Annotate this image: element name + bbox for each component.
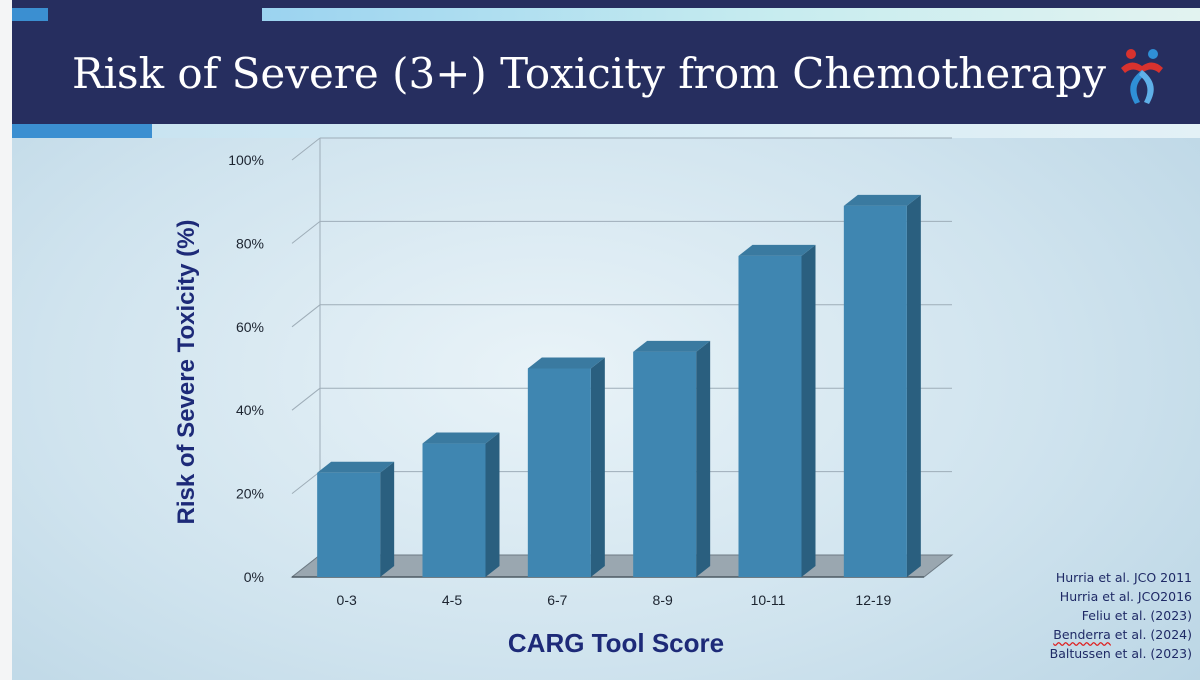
x-tick-label: 10-11 [751,592,786,608]
bar-front [422,443,486,577]
x-axis-ticks: 0-3 4-5 6-7 8-9 10-11 12-19 [337,592,892,608]
x-tick-label: 8-9 [653,592,673,608]
bar-side [485,432,500,577]
bar [738,244,816,577]
bar-front [738,255,802,577]
x-tick-label: 12-19 [855,592,891,608]
bar-front [527,368,591,577]
y-tick-label: 80% [236,235,264,251]
slide-title: Risk of Severe (3+) Toxicity from Chemot… [72,49,1106,98]
bar-side [801,244,816,577]
bar [527,357,605,577]
ribbon-people-logo-icon [1121,49,1163,104]
gridline-depth [291,137,321,161]
bar-side [906,194,921,577]
bar-top [317,461,395,473]
gridline-depth [291,471,321,494]
bar-side [590,357,605,577]
bar [843,194,921,577]
bar [633,340,711,577]
bar-top [738,244,816,256]
bar-side [380,461,395,577]
spellcheck-word: Benderra [1053,627,1111,642]
y-axis-ticks: 0% 20% 40% 60% 80% 100% [228,152,264,585]
bar-top [422,432,500,444]
accent-strip-lower [152,124,1200,138]
reference-item: Baltussen et al. (2023) [1049,646,1192,661]
accent-stripe-left [12,8,48,21]
slide: Risk of Severe (3+) Toxicity from Chemot… [12,0,1200,680]
gridline-depth [291,221,321,244]
x-axis-title: CARG Tool Score [508,628,724,658]
x-tick-label: 4-5 [442,592,462,608]
bar-top [527,357,605,369]
bar-chart: 0% 20% 40% 60% 80% 100% 0-3 4-5 6-7 8-9 10-11 12-1… [173,137,954,658]
bar-side [696,340,711,577]
bar-top [843,194,921,206]
y-tick-label: 60% [236,319,264,335]
x-tick-label: 6-7 [547,592,567,608]
y-axis-title: Risk of Severe Toxicity (%) [173,220,200,525]
reference-item: Hurria et al. JCO2016 [1059,589,1192,604]
reference-item: Benderra et al. (2024) [1053,627,1192,642]
y-tick-label: 100% [228,152,264,168]
bar-front [633,351,697,577]
y-tick-label: 20% [236,486,264,502]
chart-bars [317,194,921,577]
y-tick-label: 0% [244,569,264,585]
bar-front [843,205,907,577]
reference-item: Feliu et al. (2023) [1081,608,1192,623]
accent-stripe-right [262,8,1200,21]
y-tick-label: 40% [236,402,264,418]
gridline-depth [291,387,321,411]
x-tick-label: 0-3 [337,592,357,608]
gridline-depth [291,304,321,328]
references-list: Hurria et al. JCO 2011 Hurria et al. JCO2… [992,568,1192,663]
accent-strip-lower-left [12,124,152,138]
bar [422,432,500,577]
bar-front [317,472,381,577]
bar-top [633,340,711,352]
bar [317,461,395,577]
reference-item: Hurria et al. JCO 2011 [1055,570,1192,585]
